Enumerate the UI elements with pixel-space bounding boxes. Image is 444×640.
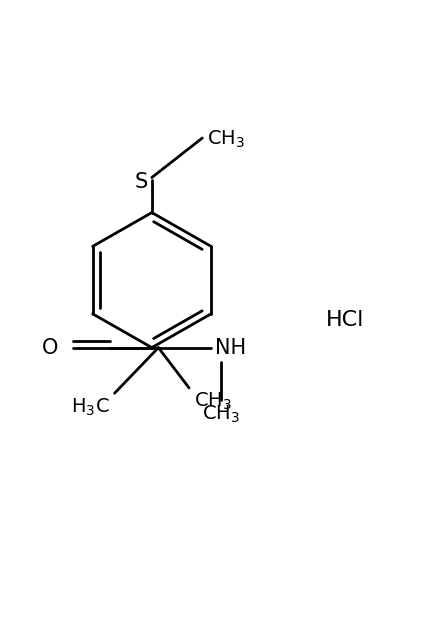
Text: CH$_3$: CH$_3$ bbox=[206, 129, 245, 150]
Text: O: O bbox=[42, 338, 58, 358]
Text: CH$_3$: CH$_3$ bbox=[194, 391, 231, 412]
Text: H$_3$C: H$_3$C bbox=[71, 397, 109, 418]
Text: NH: NH bbox=[214, 338, 246, 358]
Text: CH$_3$: CH$_3$ bbox=[202, 404, 240, 426]
Text: HCl: HCl bbox=[325, 310, 364, 330]
Text: S: S bbox=[134, 172, 147, 192]
